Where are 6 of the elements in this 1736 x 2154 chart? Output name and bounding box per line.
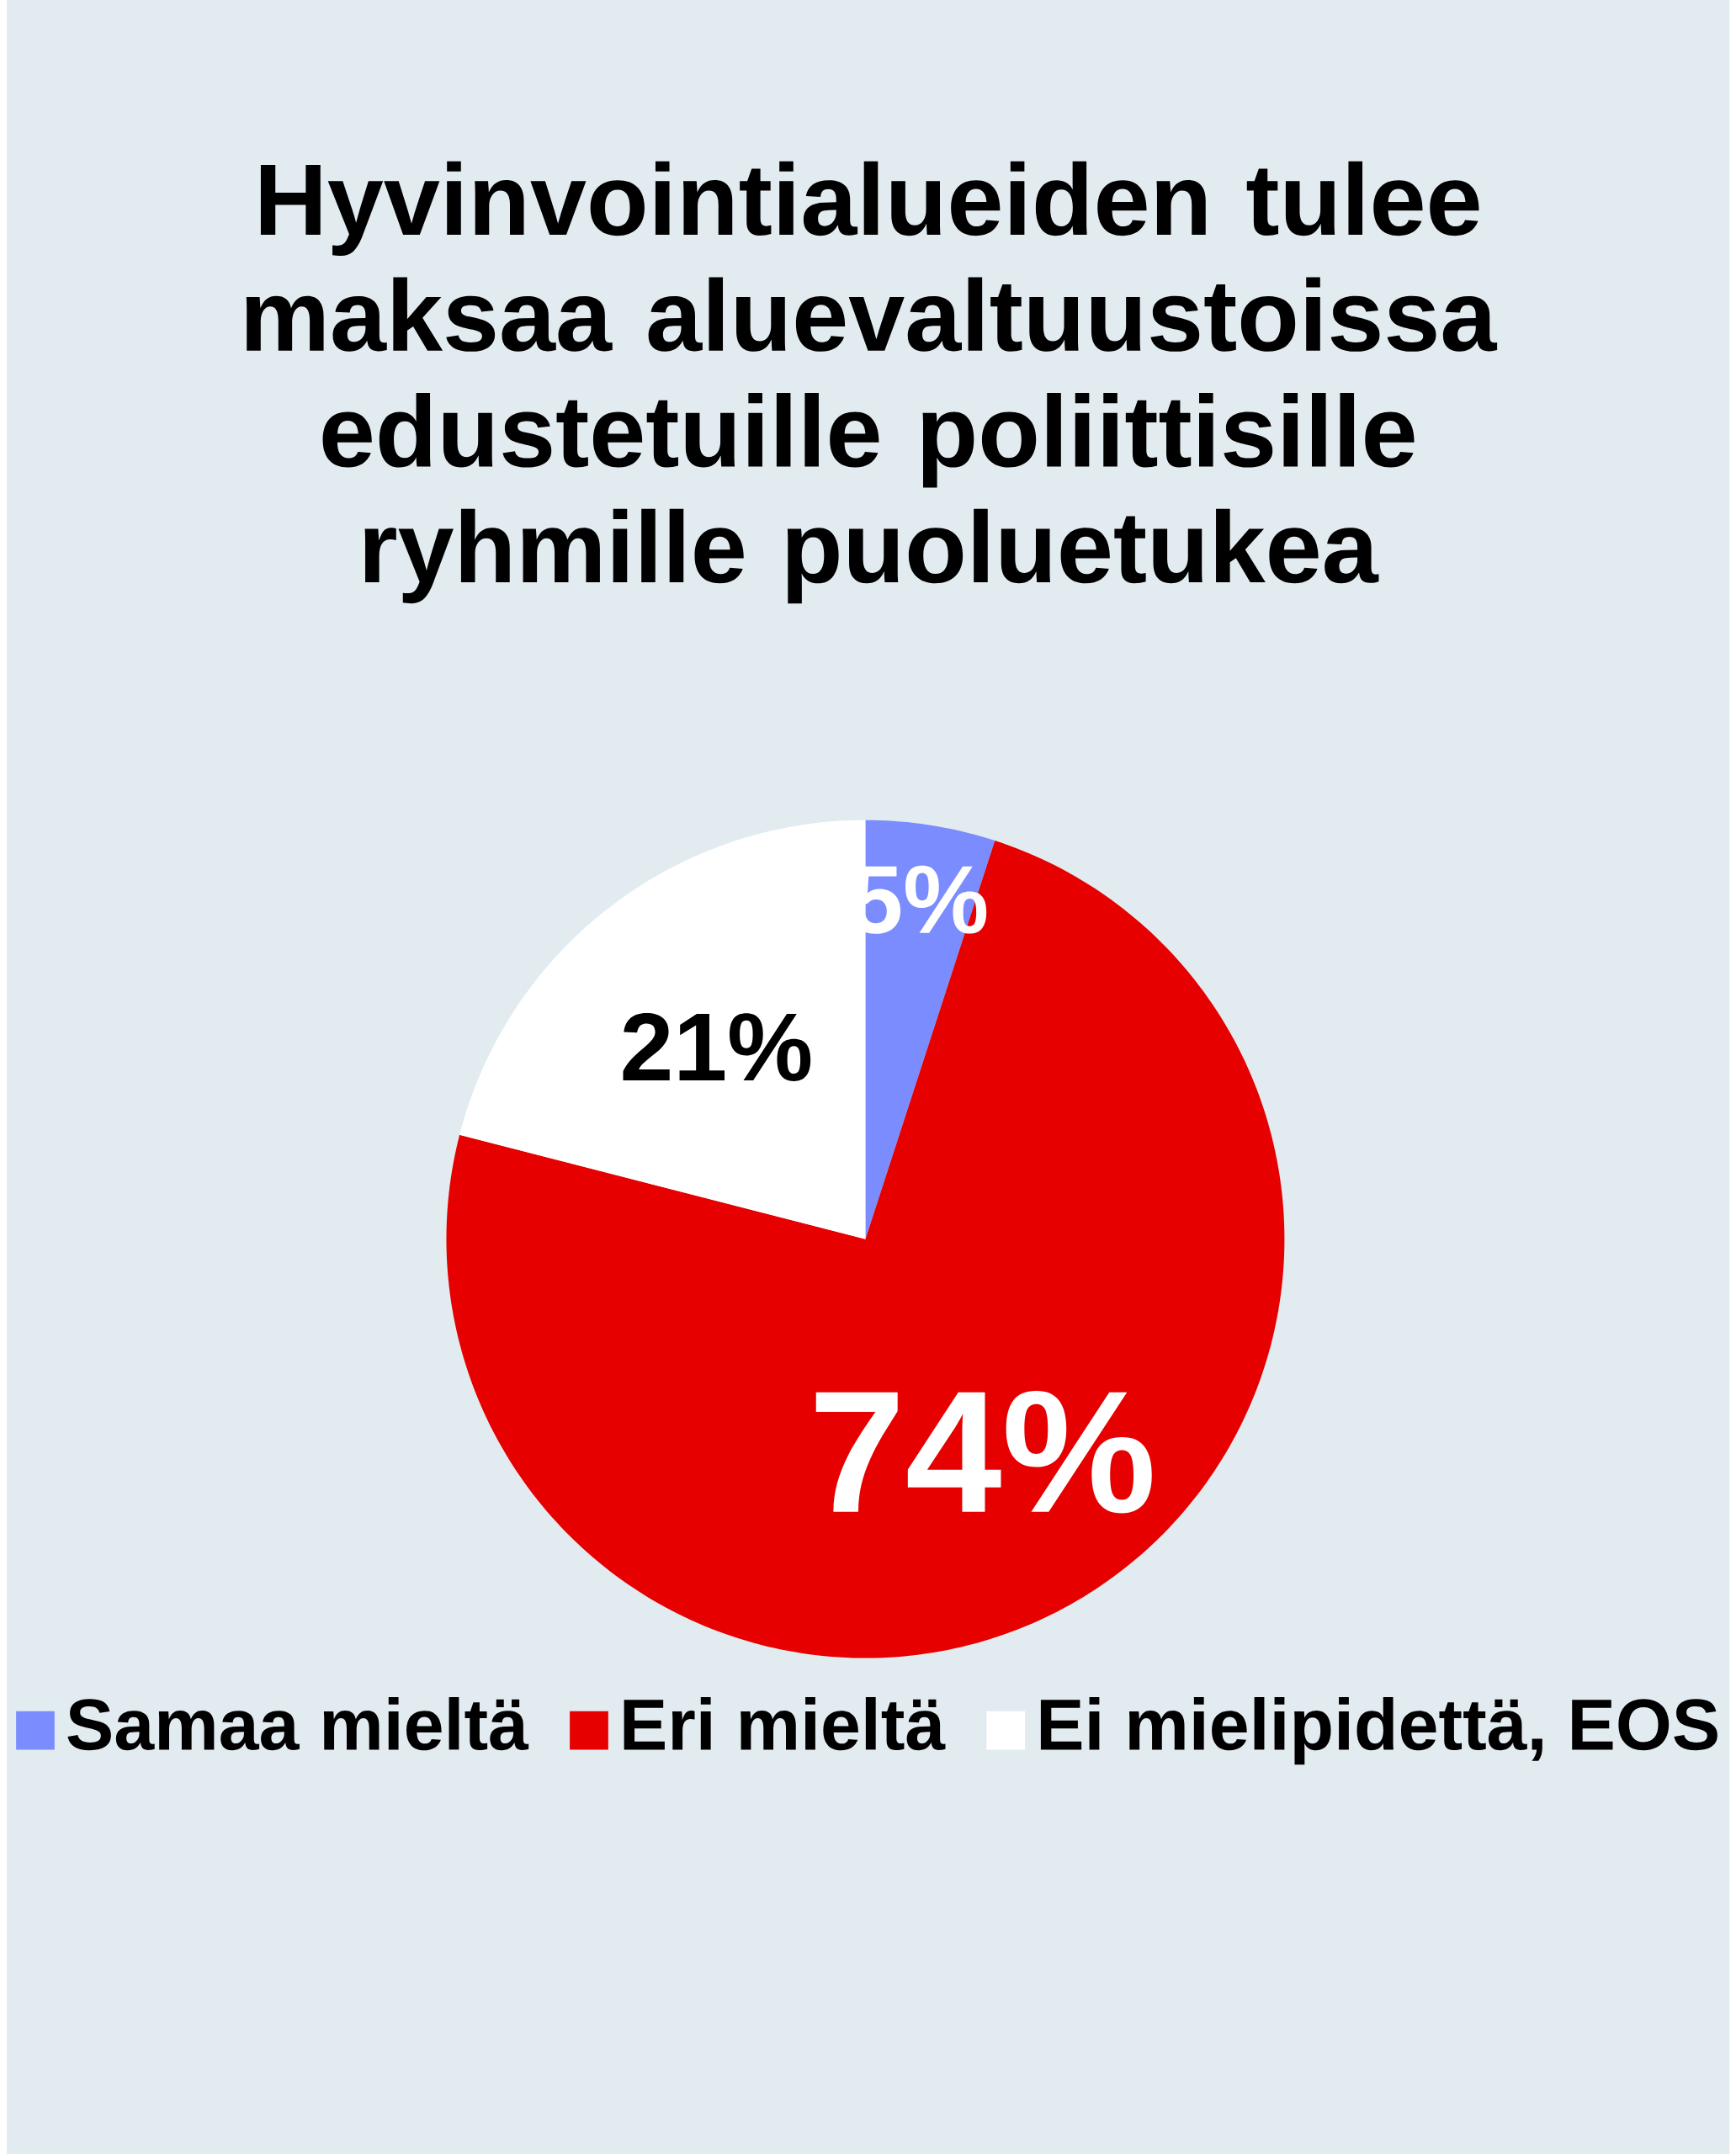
legend-label: Eri mieltä xyxy=(624,1697,946,1751)
chart-title: Hyvinvointialueiden tulee maksaa aluevaltuustoissa edustetuille poliittisille ryhmille puoluetukea xyxy=(246,161,1497,604)
data-label: 74% xyxy=(815,1391,1152,1514)
data-label: 21% xyxy=(623,1012,810,1081)
legend-label: Samaa mieltä xyxy=(67,1697,529,1751)
legend-label: Ei mielipidettä, EOS xyxy=(1040,1697,1717,1765)
